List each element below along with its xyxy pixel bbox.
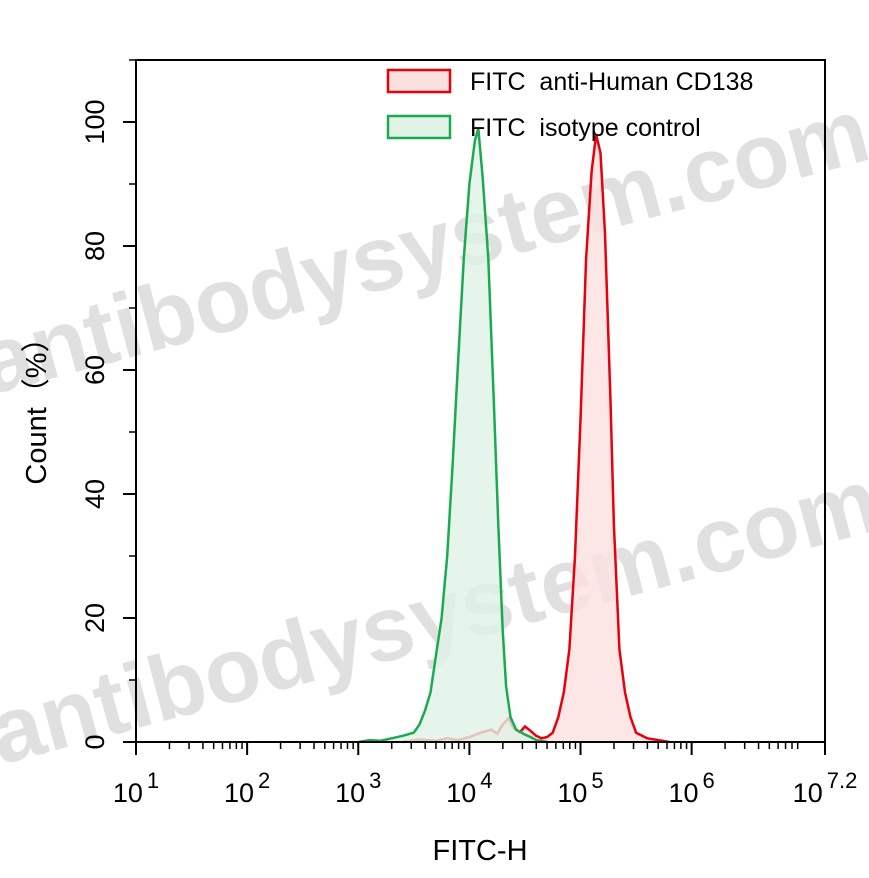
plot-frame xyxy=(135,59,826,743)
y-tick-label: 20 xyxy=(80,603,110,633)
legend-swatch-0 xyxy=(386,68,452,94)
series-layer xyxy=(358,127,670,744)
x-tick-label: 10 6 xyxy=(668,768,714,808)
legend-swatch-1 xyxy=(386,114,452,140)
y-tick-label: 40 xyxy=(80,479,110,509)
x-axis-ticks: 10 1 10 2 10 3 10 4 10 5 10 6 10 7.2 xyxy=(113,742,857,808)
y-tick-label: 80 xyxy=(80,231,110,261)
x-tick-label: 10 4 xyxy=(446,768,492,808)
series-0-area xyxy=(402,134,670,742)
x-axis-title: FITC-H xyxy=(432,835,527,867)
series-1-line xyxy=(358,127,548,744)
y-tick-label: 100 xyxy=(80,99,110,144)
legend-label-1: FITC isotype control xyxy=(470,114,701,142)
x-tick-label: 10 2 xyxy=(224,768,270,808)
y-tick-label: 60 xyxy=(80,355,110,385)
y-axis-title: Count（%） xyxy=(21,323,53,484)
x-tick-label: 10 3 xyxy=(335,768,381,808)
x-tick-label: 10 7.2 xyxy=(793,768,858,808)
y-tick-label: 0 xyxy=(80,734,110,749)
x-tick-label: 10 1 xyxy=(113,768,159,808)
legend-label-0: FITC anti-Human CD138 xyxy=(470,68,753,96)
legend: FITC anti-Human CD138 FITC isotype contro… xyxy=(386,68,753,142)
x-tick-label: 10 5 xyxy=(557,768,603,808)
y-axis-ticks: 0 20 40 60 80 100 xyxy=(80,59,136,750)
